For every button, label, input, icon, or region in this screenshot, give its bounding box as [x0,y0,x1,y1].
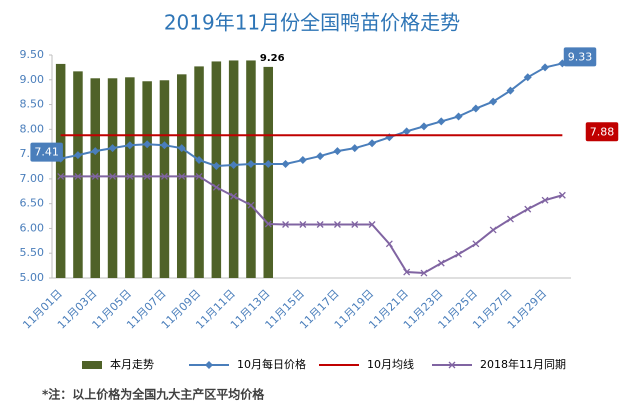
y-tick-label: 6.00 [20,221,45,234]
marker [299,221,307,228]
marker [471,104,480,113]
marker [143,140,152,149]
marker [143,172,151,180]
marker [350,144,359,153]
y-tick-label: 5.00 [20,271,45,284]
bar [73,71,83,278]
marker [281,160,290,169]
value-label: 7.41 [34,146,59,159]
y-tick-label: 8.00 [20,122,45,135]
marker [177,144,186,153]
chart-title: 2019年11月份全国鸭苗价格走势 [164,11,460,35]
bar [142,81,152,279]
marker [178,172,186,180]
legend-marker [205,361,213,369]
marker [195,172,203,180]
marker [212,162,221,171]
bar [107,78,118,279]
marker [403,268,411,276]
marker [489,97,498,106]
bar [246,60,256,278]
y-tick-label: 9.50 [20,48,45,61]
marker [558,191,566,199]
marker [489,226,497,234]
value-label: 9.33 [568,50,593,63]
marker [368,221,376,228]
marker [316,152,325,161]
marker [160,172,168,180]
footnote: *注：以上价格为全国九大主产区平均价格 [42,387,265,402]
marker [125,141,134,150]
marker [316,221,324,228]
marker [437,117,446,126]
marker [74,172,82,180]
marker [419,122,428,131]
marker [109,172,117,180]
bar [159,80,170,278]
value-label: 9.26 [260,53,285,64]
marker [126,172,134,180]
marker [73,151,82,160]
bar [228,60,239,278]
marker [506,86,515,95]
marker [195,156,204,165]
marker [506,215,514,223]
bar [194,66,204,278]
bar [263,66,274,278]
marker [472,240,480,248]
marker [402,127,411,136]
marker [91,172,99,180]
marker [230,192,238,200]
marker [229,161,238,170]
marker [333,221,341,228]
marker [455,250,463,258]
marker [264,160,273,169]
marker [541,196,549,204]
marker [160,141,169,150]
marker [247,201,255,209]
y-tick-label: 5.50 [20,246,45,259]
marker [351,221,359,228]
marker [108,144,117,153]
marker [420,269,428,277]
value-label: 7.88 [590,125,615,138]
marker [385,240,393,248]
label-box [30,142,63,162]
marker [333,147,342,156]
y-tick-label: 6.50 [20,197,45,210]
marker [524,205,532,213]
bar [90,78,101,279]
marker [91,147,100,156]
legend-label: 2018年11月同期 [480,357,566,371]
y-tick-label: 8.50 [20,98,45,111]
marker [246,160,255,169]
marker [437,259,445,267]
marker [541,63,550,72]
label-box [585,122,619,142]
marker [368,139,377,148]
legend-label: 10月每日价格 [237,357,306,371]
legend-marker [448,361,456,369]
bar [125,77,135,278]
bar [55,63,66,278]
legend-swatch [82,361,102,369]
marker [454,112,463,121]
legend-label: 10月均线 [367,357,414,371]
marker [212,183,220,191]
y-tick-label: 9.00 [20,73,45,86]
marker [57,172,65,180]
legend-label: 本月走势 [110,357,154,371]
marker [523,73,532,82]
label-box [563,47,597,67]
y-tick-label: 7.00 [20,172,45,185]
marker [264,220,272,228]
marker [298,156,307,165]
marker [282,221,290,228]
